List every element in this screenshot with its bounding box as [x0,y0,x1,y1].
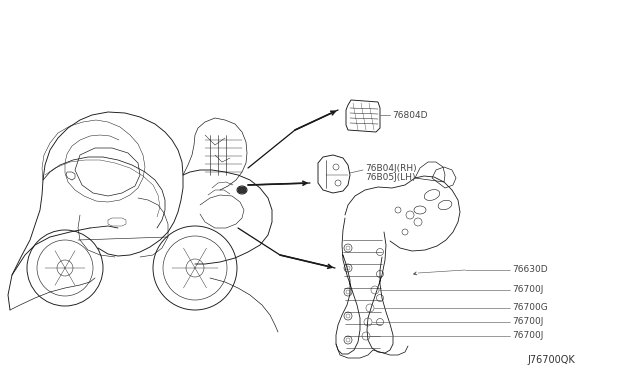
Text: 76700G: 76700G [512,304,548,312]
Text: J76700QK: J76700QK [527,355,575,365]
Text: 76B04J(RH): 76B04J(RH) [365,164,417,173]
Text: 76804D: 76804D [392,110,428,119]
Text: 76630D: 76630D [512,266,548,275]
Ellipse shape [238,187,246,193]
Text: 76B05J(LH): 76B05J(LH) [365,173,415,182]
Text: 76700J: 76700J [512,331,543,340]
Text: 76700J: 76700J [512,285,543,295]
Text: 76700J: 76700J [512,317,543,327]
